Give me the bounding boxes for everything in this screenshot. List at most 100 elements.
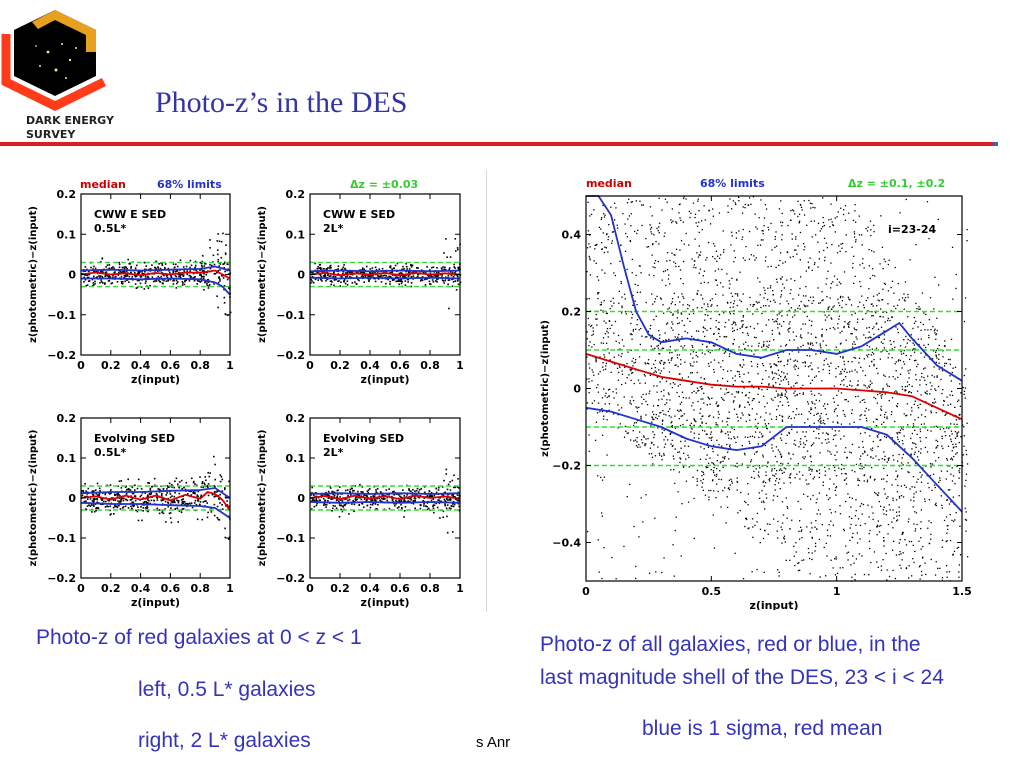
scatter-point [729, 431, 731, 433]
scatter-point [910, 334, 912, 336]
scatter-point [200, 486, 203, 488]
scatter-point [199, 501, 202, 503]
scatter-point [829, 327, 831, 330]
scatter-point [357, 278, 359, 281]
scatter-point [808, 267, 810, 269]
scatter-point [752, 526, 754, 528]
scatter-point [736, 293, 739, 295]
scatter-point [861, 440, 864, 443]
scatter-point [673, 261, 675, 263]
scatter-point [932, 325, 934, 328]
scatter-point [704, 327, 706, 330]
scatter-point [174, 274, 177, 277]
scatter-point [875, 425, 878, 427]
scatter-point [204, 281, 206, 283]
scatter-point [607, 251, 609, 253]
scatter-point [904, 539, 906, 541]
scatter-point [636, 437, 638, 439]
scatter-point [86, 493, 88, 495]
scatter-point [394, 264, 397, 267]
scatter-point [861, 234, 863, 236]
scatter-point [170, 501, 173, 503]
scatter-point [876, 534, 878, 536]
scatter-point [734, 552, 736, 554]
scatter-point [161, 511, 163, 514]
scatter-point [863, 334, 865, 336]
scatter-point [725, 522, 727, 524]
scatter-point [171, 495, 173, 497]
scatter-point [597, 391, 599, 393]
scatter-point [658, 232, 660, 234]
scatter-point [718, 478, 720, 480]
scatter-point [88, 270, 90, 273]
scatter-point [636, 291, 639, 293]
scatter-point [175, 263, 177, 266]
scatter-point [653, 436, 655, 439]
scatter-point [913, 561, 915, 564]
scatter-point [881, 246, 884, 248]
scatter-point [894, 443, 896, 445]
scatter-point [388, 275, 390, 278]
scatter-point [663, 312, 665, 314]
scatter-point [671, 439, 673, 441]
scatter-point [640, 415, 642, 417]
scatter-point [589, 259, 591, 261]
scatter-point [665, 414, 667, 416]
scatter-point [217, 249, 219, 251]
scatter-point [909, 358, 911, 360]
scatter-point [845, 473, 847, 475]
scatter-point [150, 499, 153, 502]
scatter-point [801, 537, 803, 539]
scatter-point [902, 496, 905, 498]
scatter-point [217, 306, 219, 309]
scatter-point [601, 242, 603, 244]
scatter-point [834, 574, 837, 576]
scatter-point [715, 250, 718, 252]
scatter-point [136, 487, 139, 490]
scatter-point [850, 523, 852, 526]
scatter-point [927, 527, 929, 529]
scatter-point [176, 282, 178, 285]
scatter-point [764, 204, 766, 206]
scatter-point [122, 270, 124, 273]
scatter-point [640, 396, 643, 398]
scatter-point [388, 507, 391, 510]
scatter-point [854, 275, 856, 277]
scatter-point [338, 280, 340, 282]
scatter-point [757, 422, 759, 425]
scatter-point [446, 497, 448, 500]
scatter-point [804, 365, 806, 367]
scatter-point [620, 355, 622, 358]
scatter-point [710, 489, 712, 492]
scatter-point [815, 234, 817, 236]
scatter-point [808, 319, 811, 321]
scatter-point [180, 499, 183, 501]
scatter-point [955, 273, 957, 276]
scatter-point [680, 458, 682, 460]
scatter-point [964, 507, 966, 509]
scatter-point [954, 406, 956, 408]
panel-label-sed: Evolving SED [323, 432, 404, 445]
scatter-point [875, 323, 877, 325]
scatter-point [624, 298, 626, 300]
scatter-point [726, 417, 729, 419]
scatter-point [775, 278, 778, 280]
scatter-point [449, 497, 452, 500]
scatter-point [863, 358, 865, 360]
scatter-point [914, 511, 916, 513]
scatter-point [800, 204, 802, 206]
scatter-point [316, 502, 318, 505]
scatter-point [644, 336, 647, 338]
scatter-point [424, 284, 427, 286]
scatter-point [130, 267, 132, 269]
scatter-point [316, 268, 319, 270]
scatter-point [701, 343, 704, 345]
scatter-point [868, 386, 871, 388]
scatter-point [768, 383, 770, 385]
scatter-point [751, 435, 754, 437]
scatter-point [335, 278, 337, 281]
scatter-point [788, 432, 790, 435]
scatter-point [859, 264, 861, 266]
scatter-point [123, 276, 125, 279]
scatter-point [692, 402, 694, 404]
